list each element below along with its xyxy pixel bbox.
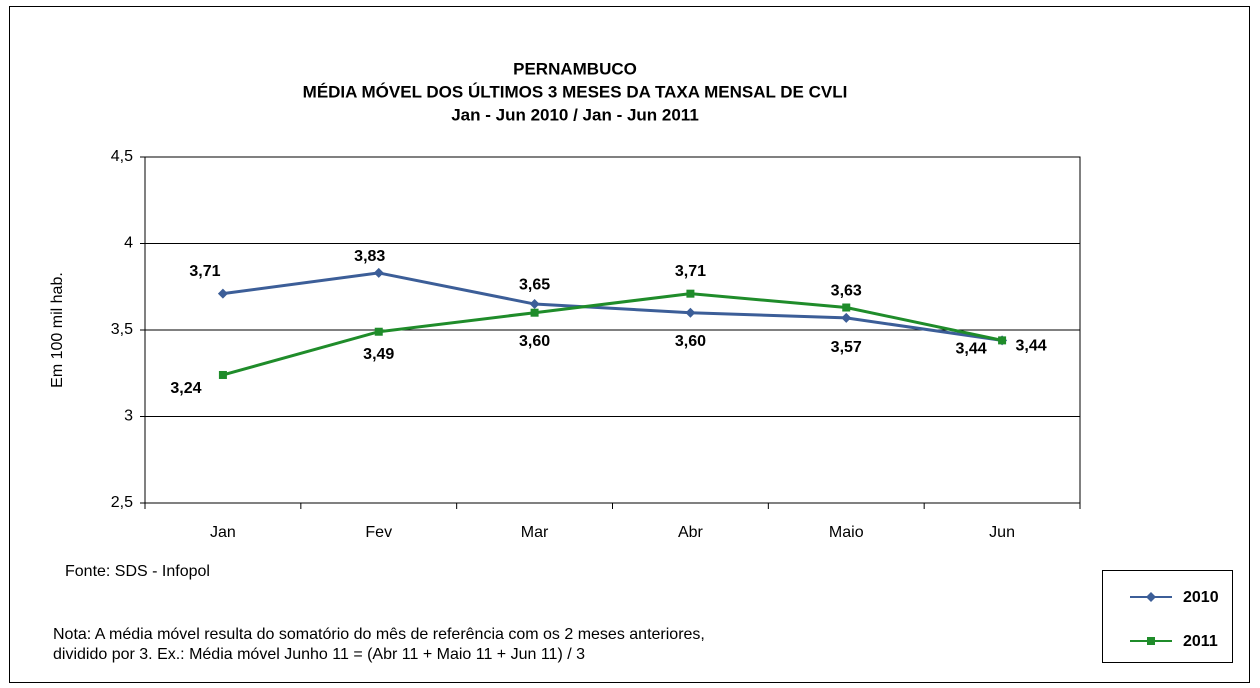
data-label: 3,63 bbox=[831, 283, 862, 300]
data-point bbox=[217, 288, 228, 299]
x-tick-label: Jan bbox=[210, 524, 236, 541]
y-tick-label: 4,5 bbox=[111, 148, 133, 165]
data-point bbox=[686, 289, 695, 298]
data-point bbox=[530, 308, 539, 317]
legend-label: 2010 bbox=[1183, 589, 1219, 606]
x-tick-label: Fev bbox=[365, 524, 392, 541]
data-label: 3,71 bbox=[189, 263, 220, 280]
legend-marker bbox=[1146, 592, 1156, 602]
legend bbox=[1102, 570, 1233, 663]
data-label: 3,57 bbox=[831, 339, 862, 356]
x-tick-label: Mar bbox=[521, 524, 549, 541]
note: Nota: A média móvel resulta do somatório… bbox=[53, 626, 705, 643]
data-label: 3,44 bbox=[956, 341, 987, 358]
data-label: 3,65 bbox=[519, 276, 550, 293]
y-tick-label: 2,5 bbox=[111, 494, 133, 511]
data-point bbox=[373, 267, 384, 278]
data-label: 3,60 bbox=[675, 333, 706, 350]
y-tick-label: 3 bbox=[124, 408, 133, 425]
data-point bbox=[841, 312, 852, 323]
source: Fonte: SDS - Infopol bbox=[65, 563, 210, 580]
note: dividido por 3. Ex.: Média móvel Junho 1… bbox=[53, 646, 585, 663]
data-point bbox=[685, 307, 696, 318]
data-label: 3,60 bbox=[519, 333, 550, 350]
data-label: 3,49 bbox=[363, 346, 394, 363]
data-label: 3,71 bbox=[675, 263, 706, 280]
data-label: 3,44 bbox=[1016, 338, 1047, 355]
y-tick-label: 3,5 bbox=[111, 321, 133, 338]
y-tick-label: 4 bbox=[124, 235, 133, 252]
chart-title: Jan - Jun 2010 / Jan - Jun 2011 bbox=[451, 105, 699, 124]
data-label: 3,24 bbox=[170, 380, 201, 397]
x-tick-label: Abr bbox=[678, 524, 704, 541]
chart-title: PERNAMBUCO bbox=[513, 59, 637, 78]
y-axis-label: Em 100 mil hab. bbox=[49, 272, 66, 388]
data-point bbox=[218, 370, 227, 379]
x-tick-label: Maio bbox=[829, 524, 864, 541]
series-line bbox=[222, 271, 1003, 342]
legend-marker bbox=[1147, 637, 1155, 645]
data-label: 3,83 bbox=[354, 248, 385, 265]
data-point bbox=[374, 327, 383, 336]
legend-label: 2011 bbox=[1183, 633, 1218, 650]
data-point bbox=[842, 303, 851, 312]
x-tick-label: Jun bbox=[989, 524, 1015, 541]
data-point bbox=[998, 336, 1007, 345]
data-point bbox=[529, 299, 540, 310]
series-line bbox=[222, 292, 1003, 377]
chart-title: MÉDIA MÓVEL DOS ÚLTIMOS 3 MESES DA TAXA … bbox=[303, 82, 848, 101]
